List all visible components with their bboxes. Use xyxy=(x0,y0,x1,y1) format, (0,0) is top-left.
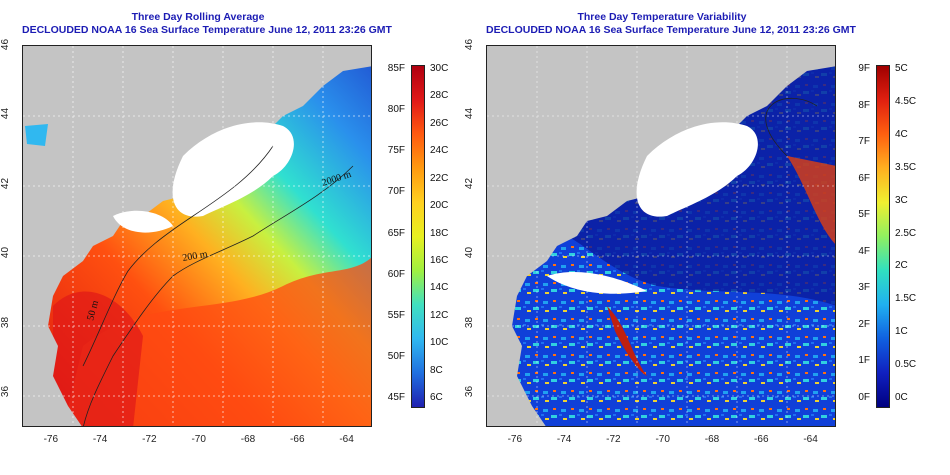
x-tick-right: -64 xyxy=(803,434,818,445)
y-tick-left: 42 xyxy=(0,177,12,189)
y-tick-right: 42 xyxy=(464,177,476,189)
left-colorbar-fahrenheit-label: 60F xyxy=(387,268,405,280)
left-colorbar-fahrenheit-label: 75F xyxy=(387,145,405,157)
left-colorbar-celsius-label: 20C xyxy=(430,200,449,212)
left-colorbar-celsius-label: 18C xyxy=(430,227,449,239)
right-colorbar-fahrenheit-label: 0F xyxy=(858,392,870,403)
right-colorbar-fahrenheit-label: 9F xyxy=(858,63,870,74)
left-colorbar-celsius-label: 24C xyxy=(430,145,449,157)
y-tick-right: 40 xyxy=(464,247,476,259)
left-colorbar-celsius-label: 26C xyxy=(430,117,449,129)
left-colorbar-celsius-label: 14C xyxy=(430,282,449,294)
x-tick-left: -64 xyxy=(339,434,354,445)
x-tick-right: -76 xyxy=(507,434,523,445)
right-colorbar-celsius-label: 2.5C xyxy=(895,227,917,239)
right-colorbar-fahrenheit-label: 1F xyxy=(858,355,870,367)
left-colorbar-celsius-label: 8C xyxy=(430,364,443,376)
right-colorbar-celsius-label: 2C xyxy=(895,260,908,272)
x-tick-right: -74 xyxy=(556,434,572,445)
contour-label-200m: 200 m xyxy=(182,249,209,264)
right-colorbar-celsius-label: 1.5C xyxy=(895,293,917,305)
y-tick-right: 36 xyxy=(464,386,476,398)
right-colorbar-celsius-label: 1C xyxy=(895,326,908,338)
left-colorbar-fahrenheit-label: 55F xyxy=(387,309,405,321)
left-colorbar-celsius-label: 16C xyxy=(430,254,449,266)
right-colorbar-celsius-label: 4C xyxy=(895,128,908,140)
left-colorbar-fahrenheit-label: 65F xyxy=(387,227,405,239)
right-colorbar-celsius-label: 0.5C xyxy=(895,359,917,371)
y-tick-left: 44 xyxy=(0,108,12,120)
left-colorbar-celsius-label: 28C xyxy=(430,90,449,102)
right-title-line1: Three Day Temperature Variability xyxy=(577,11,747,23)
right-colorbar-fahrenheit-label: 7F xyxy=(858,136,870,148)
right-variability-map xyxy=(486,45,836,427)
y-tick-right: 44 xyxy=(464,108,476,120)
x-tick-right: -66 xyxy=(754,434,769,445)
left-colorbar-celsius-label: 22C xyxy=(430,172,449,184)
left-colorbar-celsius-label: 10C xyxy=(430,337,449,349)
contour-label-50m: 50 m xyxy=(85,299,101,322)
right-colorbar-fahrenheit-label: 6F xyxy=(858,172,870,184)
left-colorbar-fahrenheit-label: 45F xyxy=(387,392,405,403)
right-colorbar xyxy=(876,65,890,408)
x-tick-right: -70 xyxy=(655,434,670,445)
left-title-line2: DECLOUDED NOAA 16 Sea Surface Temperatur… xyxy=(22,24,392,36)
left-colorbar-fahrenheit-label: 80F xyxy=(387,104,405,116)
right-colorbar-fahrenheit-label: 4F xyxy=(858,245,870,257)
y-tick-left: 46 xyxy=(0,38,12,51)
left-colorbar-fahrenheit-label: 70F xyxy=(387,186,405,198)
land-mass xyxy=(23,46,371,426)
x-tick-left: -76 xyxy=(43,434,59,445)
x-tick-left: -68 xyxy=(240,434,256,445)
variability-streak xyxy=(607,306,647,376)
right-title-line2: DECLOUDED NOAA 16 Sea Surface Temperatur… xyxy=(486,24,856,36)
right-colorbar-celsius-label: 3C xyxy=(895,194,908,206)
right-colorbar-fahrenheit-label: 3F xyxy=(858,282,870,294)
right-colorbar-celsius-label: 3.5C xyxy=(895,161,917,173)
right-colorbar-celsius-label: 5C xyxy=(895,63,908,74)
right-colorbar-fahrenheit-label: 2F xyxy=(858,318,870,330)
left-colorbar-fahrenheit-label: 85F xyxy=(387,63,405,74)
left-sst-map: 2000 m 200 m 50 m xyxy=(22,45,372,427)
right-colorbar-celsius-label: 0C xyxy=(895,392,908,403)
y-tick-left: 36 xyxy=(0,386,12,398)
left-colorbar-fahrenheit-label: 50F xyxy=(387,350,405,362)
x-tick-right: -68 xyxy=(704,434,720,445)
x-tick-left: -72 xyxy=(142,434,157,445)
x-tick-left: -66 xyxy=(290,434,305,445)
left-colorbar-celsius-label: 6C xyxy=(430,392,443,403)
left-colorbar-celsius-label: 12C xyxy=(430,309,449,321)
y-tick-right: 38 xyxy=(464,316,476,328)
left-title-line1: Three Day Rolling Average xyxy=(131,11,265,23)
x-tick-left: -70 xyxy=(191,434,206,445)
left-colorbar-celsius-label: 30C xyxy=(430,63,449,74)
y-tick-left: 40 xyxy=(0,247,12,259)
right-colorbar-celsius-label: 4.5C xyxy=(895,95,917,107)
x-tick-left: -74 xyxy=(92,434,108,445)
y-tick-left: 38 xyxy=(0,316,12,328)
right-colorbar-fahrenheit-label: 5F xyxy=(858,209,870,221)
left-colorbar xyxy=(411,65,425,408)
right-colorbar-fahrenheit-label: 8F xyxy=(858,99,870,111)
land-mass-right xyxy=(487,46,835,426)
cloud-cover xyxy=(172,122,294,217)
x-tick-right: -72 xyxy=(606,434,621,445)
y-tick-right: 46 xyxy=(464,38,476,51)
